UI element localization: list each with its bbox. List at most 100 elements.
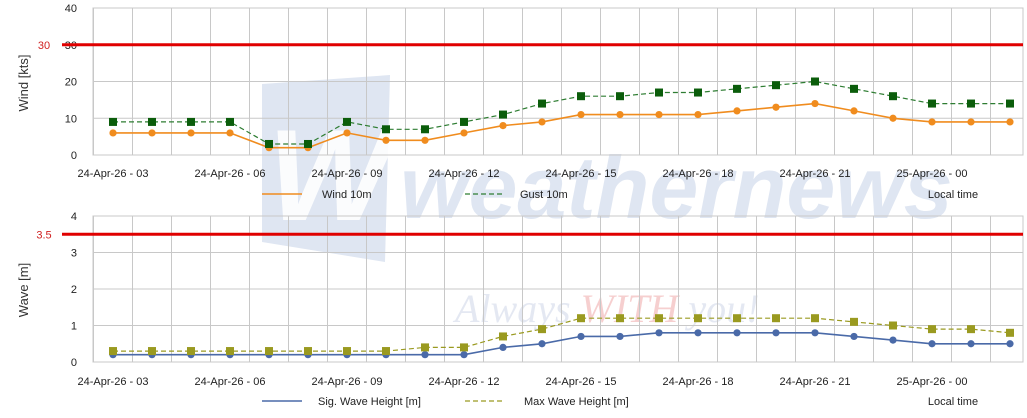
wave-series-1-point — [265, 347, 273, 356]
wave-grid: 0 1 2 3 4 — [71, 211, 1024, 369]
wind-series-1-point — [655, 88, 663, 97]
wave-series-1-point — [577, 314, 585, 323]
wind-y-tick-label: 10 — [65, 113, 77, 125]
wave-series-0-line — [113, 331, 1010, 356]
watermark-tagline-accent: WITH — [581, 286, 681, 331]
wind-y-tick-label: 20 — [65, 77, 77, 89]
wind-series-0-point — [655, 110, 663, 119]
wave-y-tick-label: 0 — [71, 357, 77, 369]
wave-x-tick-label: 24-Apr-26 - 15 — [546, 376, 617, 388]
wind-series-1-point — [304, 139, 312, 148]
wind-series-1-point — [226, 117, 234, 126]
wave-series-1-point — [226, 347, 234, 356]
wind-series-0-point — [811, 99, 819, 108]
wind-series-0-line — [113, 102, 1010, 149]
wave-series-0-point — [421, 351, 429, 359]
wind-series-1-point — [187, 117, 195, 126]
wind-plot-area: 30 — [38, 40, 1023, 152]
wave-series-0-point — [733, 329, 741, 337]
wave-series-1-point — [187, 347, 195, 356]
wind-series-0-point — [850, 107, 858, 115]
wind-series-0-point — [382, 136, 390, 144]
wind-series-0-point — [421, 136, 429, 144]
wave-series-1-point — [733, 314, 741, 323]
wind-series-1-point — [382, 125, 390, 134]
wind-x-tick-label: 24-Apr-26 - 15 — [546, 168, 617, 180]
wind-series-1-point — [148, 117, 156, 126]
watermark: WN weathernews Always WITH you! — [262, 75, 953, 331]
wind-series-0-point — [109, 129, 117, 137]
wave-series-1-point — [499, 332, 507, 341]
wind-series-1-point — [265, 139, 273, 148]
wave-series-0-point — [1006, 340, 1014, 348]
wave-x-axis-title: Local time — [928, 396, 978, 408]
wind-series-0-point — [733, 107, 741, 115]
wind-x-tick-label: 24-Apr-26 - 12 — [429, 168, 500, 180]
wind-series-1-point — [733, 84, 741, 93]
wave-series-1-point — [655, 314, 663, 323]
wave-series-0-point — [889, 336, 897, 344]
wind-series-0-point — [616, 110, 624, 119]
watermark-logo-letters: WN — [268, 102, 488, 248]
wave-series-1-point — [538, 325, 546, 334]
wind-series-1-point — [577, 92, 585, 101]
wind-series-0-point — [694, 110, 702, 119]
wave-x-tick-label: 24-Apr-26 - 18 — [663, 376, 734, 388]
wind-x-tick-label: 24-Apr-26 - 06 — [195, 168, 266, 180]
wave-series-1-point — [1006, 328, 1014, 337]
wave-x-tick-label: 24-Apr-26 - 03 — [78, 376, 149, 388]
wind-series-1-point — [460, 117, 468, 126]
wind-series-1-point — [538, 99, 546, 108]
wind-series-1-point — [109, 117, 117, 126]
wave-series-0-point — [928, 340, 936, 348]
wind-x-axis-title: Local time — [928, 189, 978, 201]
wind-series-1-point — [967, 99, 975, 108]
wind-y-axis-title: Wind [kts] — [16, 54, 31, 111]
wave-series-1-point — [304, 347, 312, 356]
wind-series-1-point — [421, 125, 429, 134]
wave-series-1-point — [421, 343, 429, 352]
wind-series-0-point — [967, 118, 975, 126]
watermark-tagline-part: you! — [678, 286, 759, 331]
wave-x-tick-label: 24-Apr-26 - 21 — [780, 376, 851, 388]
wave-series-1-point — [928, 325, 936, 334]
wave-series-1-point — [811, 314, 819, 323]
wind-x-tick-labels: 24-Apr-26 - 03 24-Apr-26 - 06 24-Apr-26 - … — [78, 168, 968, 180]
wind-series-1-point — [499, 110, 507, 119]
wave-series-1-line — [113, 317, 1011, 352]
wind-y-tick-label: 0 — [71, 150, 77, 162]
wave-series-0-point — [460, 351, 468, 359]
wind-series-1-point — [772, 81, 780, 90]
wind-series-1-point — [694, 88, 702, 97]
wave-series-1-point — [889, 321, 897, 330]
wave-series-0-point — [772, 329, 780, 337]
wave-series-0-point — [616, 332, 624, 341]
legend-max-wave-label: Max Wave Height [m] — [524, 396, 629, 408]
wave-series-1-point — [148, 347, 156, 356]
wind-x-tick-label: 25-Apr-26 - 00 — [897, 168, 968, 180]
wave-series-0-point — [811, 329, 819, 337]
wave-series-0-point — [499, 343, 507, 351]
wind-series-1-point — [850, 84, 858, 93]
wind-series-1-point — [928, 99, 936, 108]
wind-series-0-point — [343, 129, 351, 137]
wave-series-1-point — [109, 347, 117, 356]
wave-threshold-label: 3.5 — [36, 229, 51, 241]
wave-x-tick-label: 24-Apr-26 - 09 — [312, 376, 383, 388]
legend-gust-label: Gust 10m — [520, 189, 568, 201]
wind-x-tick-label: 24-Apr-26 - 18 — [663, 168, 734, 180]
wind-y-tick-label: 40 — [65, 3, 77, 15]
wind-threshold-label: 30 — [38, 40, 50, 52]
wave-series-1-point — [694, 314, 702, 323]
wind-x-tick-label: 24-Apr-26 - 21 — [780, 168, 851, 180]
wave-series-1-point — [772, 314, 780, 323]
watermark-tagline: Always WITH you! — [452, 286, 759, 331]
wave-y-tick-label: 4 — [71, 211, 77, 223]
wind-series-1-point — [1006, 99, 1014, 108]
wave-series-0-point — [577, 332, 585, 341]
wind-series-0-point — [226, 129, 234, 137]
watermark-brand: weathernews — [400, 138, 953, 237]
wave-y-axis-title: Wave [m] — [16, 263, 31, 317]
